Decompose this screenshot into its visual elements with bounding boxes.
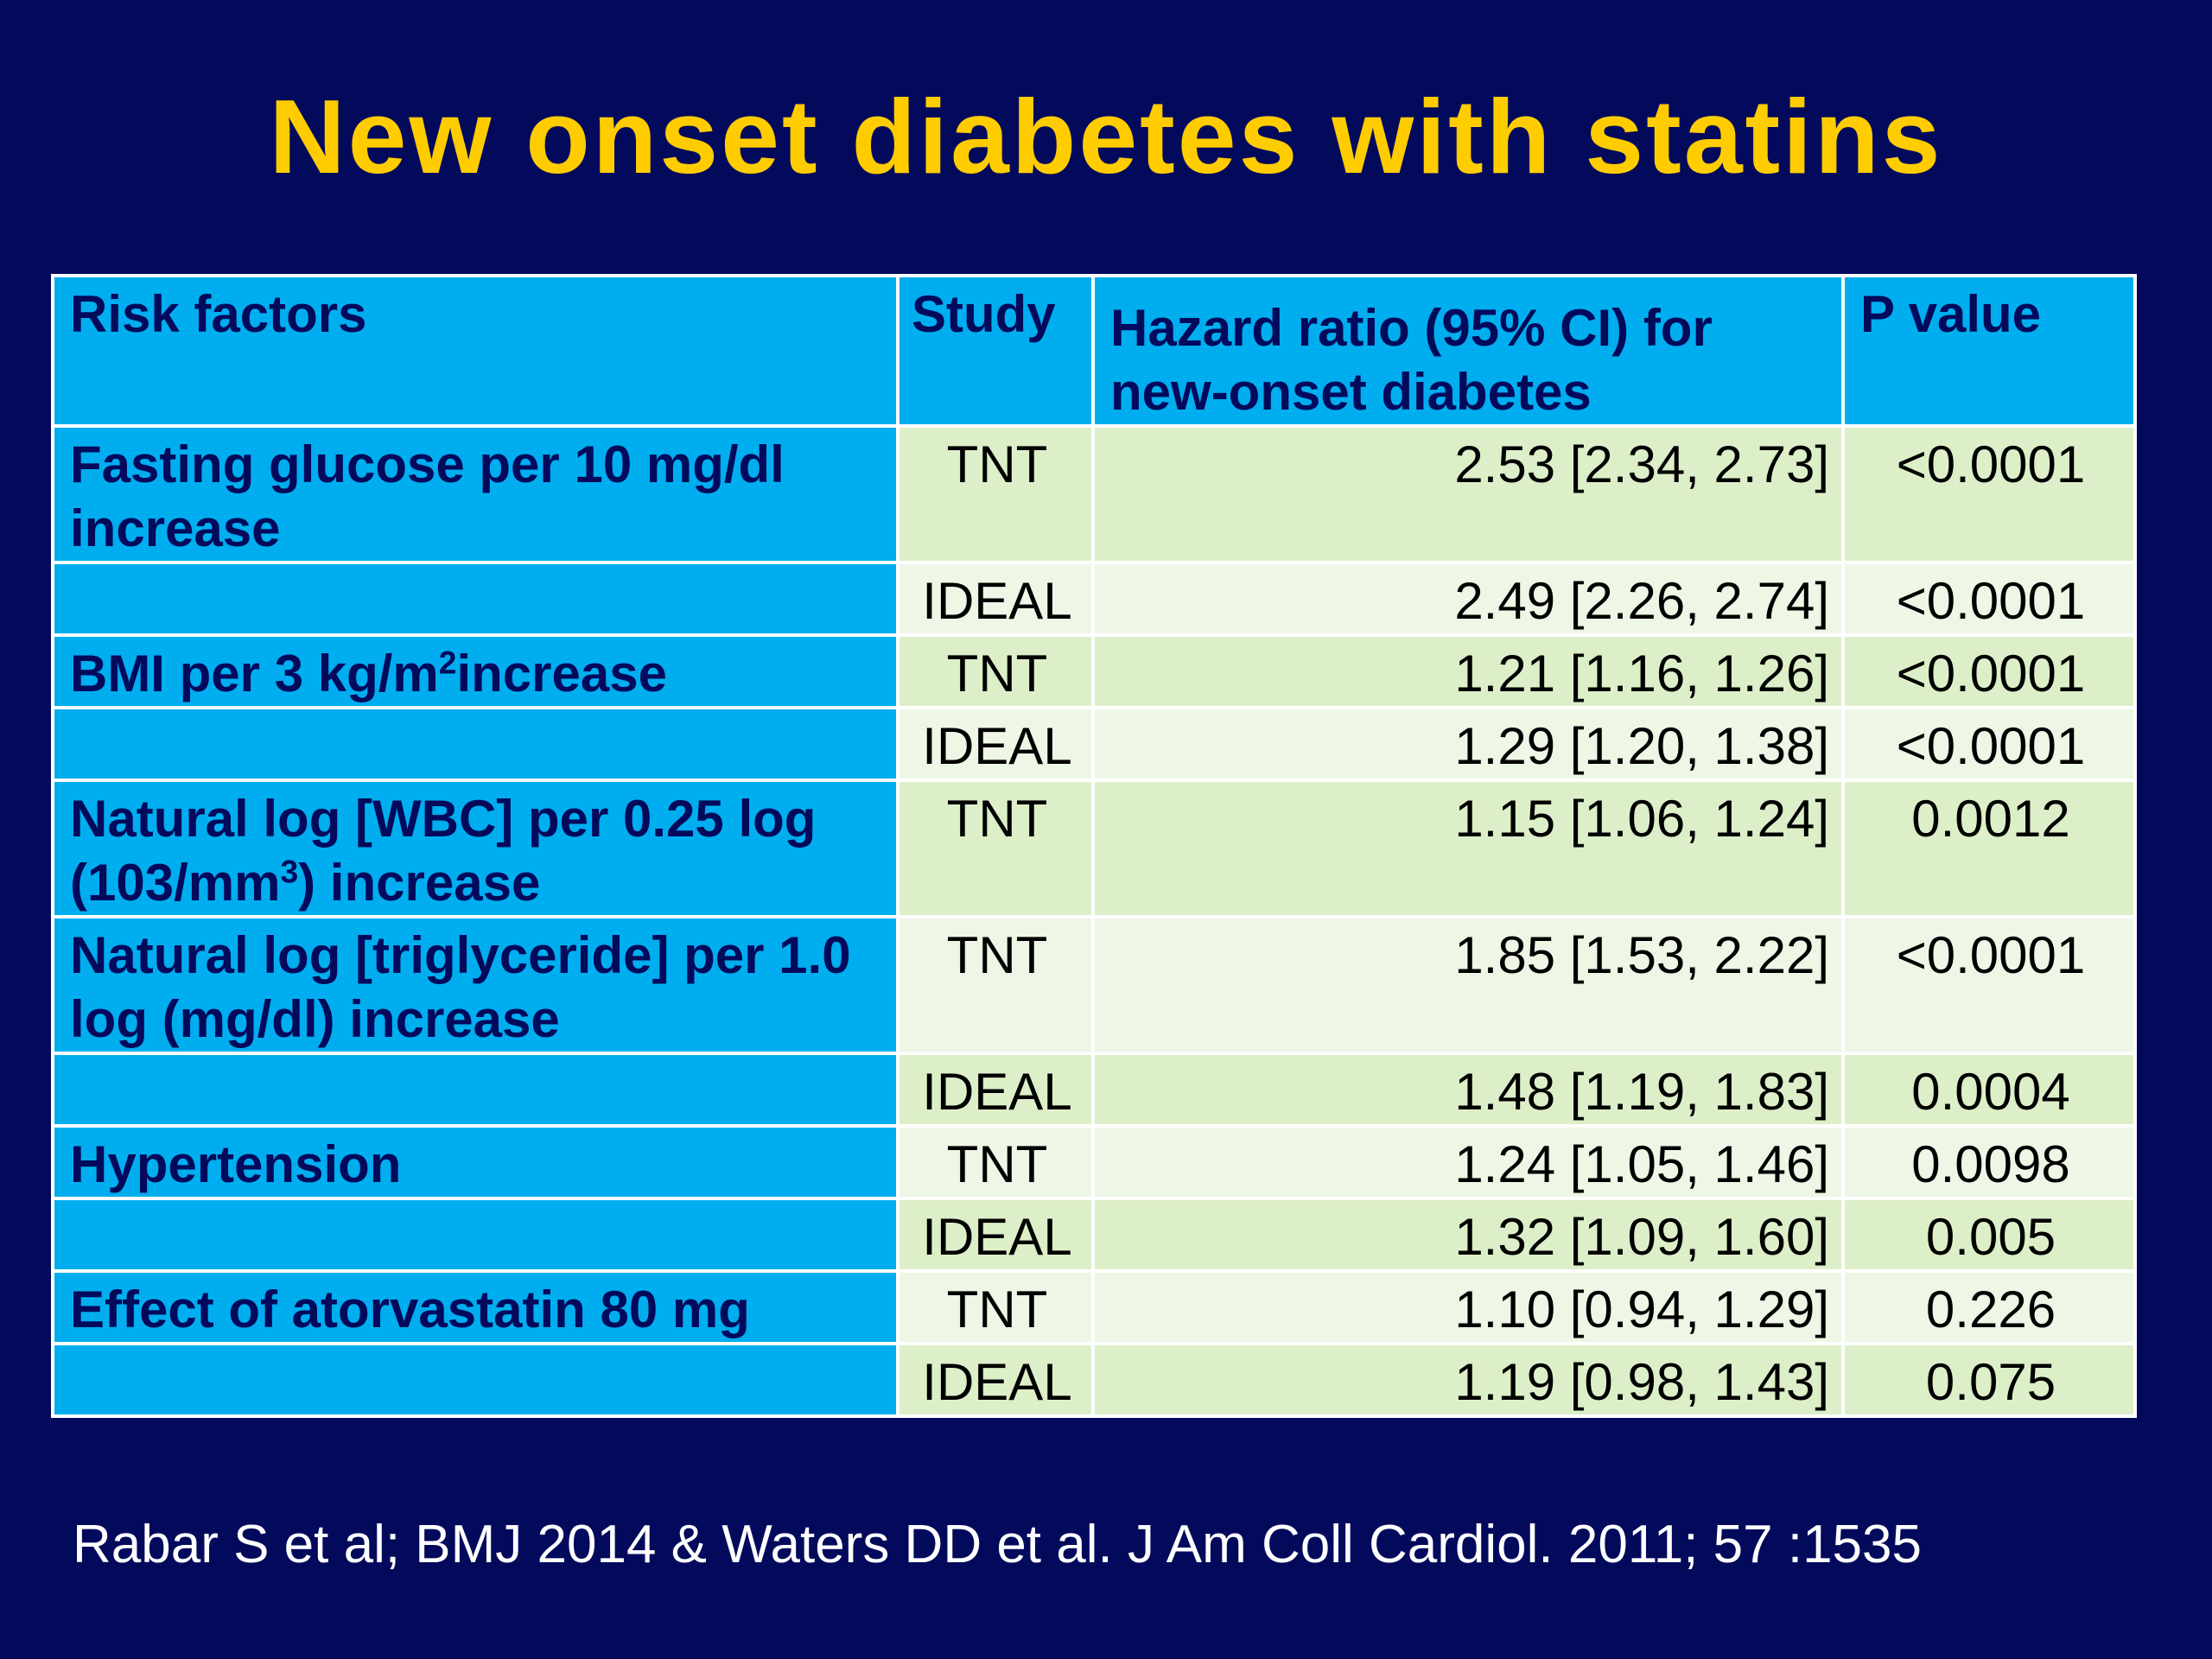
p-value-cell: <0.0001 [1841, 633, 2137, 709]
table-header-row: Risk factors Study Hazard ratio (95% CI)… [51, 274, 2137, 428]
risk-factor-cell: Fasting glucose per 10 mg/dl increase [51, 424, 899, 564]
hazard-ratio-cell: 1.24 [1.05, 1.46] [1091, 1124, 1845, 1200]
study-cell: TNT [896, 1124, 1095, 1200]
header-p-value: P value [1841, 274, 2137, 428]
table-row: IDEAL 2.49 [2.26, 2.74] <0.0001 [51, 561, 2137, 637]
hazard-ratio-cell: 1.85 [1.53, 2.22] [1091, 915, 1845, 1055]
study-cell: TNT [896, 424, 1095, 564]
study-cell: IDEAL [896, 561, 1095, 637]
study-cell: IDEAL [896, 1052, 1095, 1128]
risk-factor-cell: Effect of atorvastatin 80 mg [51, 1269, 899, 1345]
header-hazard-ratio: Hazard ratio (95% CI) for new-onset diab… [1091, 274, 1845, 428]
table-row: BMI per 3 kg/m2increase TNT 1.21 [1.16, … [51, 633, 2137, 709]
risk-factor-cell: BMI per 3 kg/m2increase [51, 633, 899, 709]
table-row: IDEAL 1.32 [1.09, 1.60] 0.005 [51, 1197, 2137, 1273]
p-value-cell: 0.0098 [1841, 1124, 2137, 1200]
p-value-cell: 0.005 [1841, 1197, 2137, 1273]
table-row: Natural log [triglyceride] per 1.0 log (… [51, 915, 2137, 1055]
hazard-ratio-cell: 2.49 [2.26, 2.74] [1091, 561, 1845, 637]
hazard-ratio-cell: 1.19 [0.98, 1.43] [1091, 1342, 1845, 1418]
citation: Rabar S et al; BMJ 2014 & Waters DD et a… [73, 1515, 1922, 1574]
hazard-ratio-cell: 1.10 [0.94, 1.29] [1091, 1269, 1845, 1345]
study-cell: TNT [896, 915, 1095, 1055]
risk-factor-cell [51, 1342, 899, 1418]
risk-factor-cell: Hypertension [51, 1124, 899, 1200]
table-row: Natural log [WBC] per 0.25 log (103/mm3)… [51, 779, 2137, 918]
risk-factor-cell [51, 1197, 899, 1273]
table-row: Hypertension TNT 1.24 [1.05, 1.46] 0.009… [51, 1124, 2137, 1200]
hazard-ratio-cell: 1.21 [1.16, 1.26] [1091, 633, 1845, 709]
slide-title: New onset diabetes with statins [269, 78, 1943, 195]
study-cell: TNT [896, 1269, 1095, 1345]
p-value-cell: <0.0001 [1841, 706, 2137, 782]
risk-factors-table: Risk factors Study Hazard ratio (95% CI)… [51, 274, 2137, 1418]
header-risk-factors: Risk factors [51, 274, 899, 428]
table-row: Effect of atorvastatin 80 mg TNT 1.10 [0… [51, 1269, 2137, 1345]
p-value-cell: 0.0004 [1841, 1052, 2137, 1128]
study-cell: IDEAL [896, 706, 1095, 782]
study-cell: IDEAL [896, 1342, 1095, 1418]
table-row: IDEAL 1.19 [0.98, 1.43] 0.075 [51, 1342, 2137, 1418]
superscript: 3 [280, 853, 299, 890]
study-cell: IDEAL [896, 1197, 1095, 1273]
risk-factor-cell: Natural log [WBC] per 0.25 log (103/mm3)… [51, 779, 899, 918]
hazard-ratio-cell: 1.15 [1.06, 1.24] [1091, 779, 1845, 918]
hazard-ratio-cell: 1.29 [1.20, 1.38] [1091, 706, 1845, 782]
p-value-cell: <0.0001 [1841, 915, 2137, 1055]
hazard-ratio-cell: 2.53 [2.34, 2.73] [1091, 424, 1845, 564]
risk-factor-cell [51, 1052, 899, 1128]
superscript: 2 [438, 644, 457, 681]
p-value-cell: <0.0001 [1841, 561, 2137, 637]
p-value-cell: 0.226 [1841, 1269, 2137, 1345]
risk-factor-cell [51, 706, 899, 782]
table-row: Fasting glucose per 10 mg/dl increase TN… [51, 424, 2137, 564]
p-value-cell: <0.0001 [1841, 424, 2137, 564]
study-cell: TNT [896, 633, 1095, 709]
p-value-cell: 0.075 [1841, 1342, 2137, 1418]
header-study: Study [896, 274, 1095, 428]
risk-factor-cell: Natural log [triglyceride] per 1.0 log (… [51, 915, 899, 1055]
table-row: IDEAL 1.48 [1.19, 1.83] 0.0004 [51, 1052, 2137, 1128]
table-row: IDEAL 1.29 [1.20, 1.38] <0.0001 [51, 706, 2137, 782]
risk-factor-cell [51, 561, 899, 637]
hazard-ratio-cell: 1.48 [1.19, 1.83] [1091, 1052, 1845, 1128]
p-value-cell: 0.0012 [1841, 779, 2137, 918]
hazard-ratio-cell: 1.32 [1.09, 1.60] [1091, 1197, 1845, 1273]
study-cell: TNT [896, 779, 1095, 918]
